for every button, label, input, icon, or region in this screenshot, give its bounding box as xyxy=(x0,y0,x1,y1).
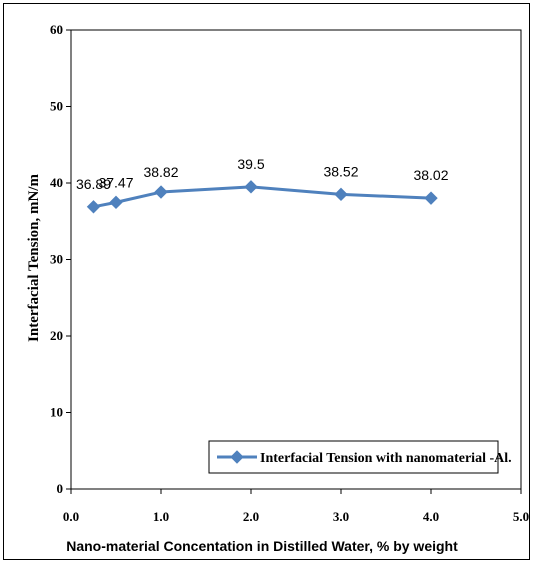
data-label: 39.5 xyxy=(237,156,264,172)
data-label: 37.47 xyxy=(98,174,133,190)
y-tick-label: 0 xyxy=(57,481,64,496)
y-tick-label: 40 xyxy=(50,175,63,190)
x-tick-label: 0.0 xyxy=(63,509,79,524)
y-tick-label: 60 xyxy=(50,22,63,37)
data-label: 38.82 xyxy=(143,164,178,180)
y-tick-label: 10 xyxy=(50,405,63,420)
data-label: 36.89 xyxy=(76,176,111,192)
data-label: 38.52 xyxy=(323,163,358,179)
x-axis-title: Nano-material Concentation in Distilled … xyxy=(66,538,458,554)
x-axis: 0.0 1.0 2.0 3.0 4.0 5.0 xyxy=(63,489,529,524)
legend-box xyxy=(208,440,499,474)
x-tick-label: 1.0 xyxy=(153,509,169,524)
data-label: 38.02 xyxy=(413,167,448,183)
x-tick-label: 5.0 xyxy=(513,509,529,524)
y-tick-label: 30 xyxy=(50,252,63,267)
data-point-marker xyxy=(109,195,123,210)
y-axis-title: Interfacial Tension, mN/m xyxy=(26,174,42,342)
y-axis: 0 10 20 30 40 50 60 xyxy=(50,22,71,496)
legend-marker xyxy=(230,450,244,464)
data-point-marker xyxy=(154,185,168,199)
data-point-marker xyxy=(86,200,101,214)
legend: Interfacial Tension with nanomaterial -A… xyxy=(208,440,512,474)
x-tick-label: 4.0 xyxy=(423,509,439,524)
data-point-marker xyxy=(334,187,348,202)
plot-border xyxy=(70,29,522,490)
data-point-marker xyxy=(424,191,438,205)
y-tick-label: 20 xyxy=(50,328,63,343)
plot-area xyxy=(70,29,522,490)
data-point-marker xyxy=(244,180,258,194)
legend-label: Interfacial Tension with nanomaterial -A… xyxy=(260,451,512,466)
series-layer xyxy=(86,180,438,214)
y-tick-label: 50 xyxy=(50,99,63,114)
x-tick-label: 3.0 xyxy=(333,509,349,524)
x-tick-label: 2.0 xyxy=(243,509,259,524)
